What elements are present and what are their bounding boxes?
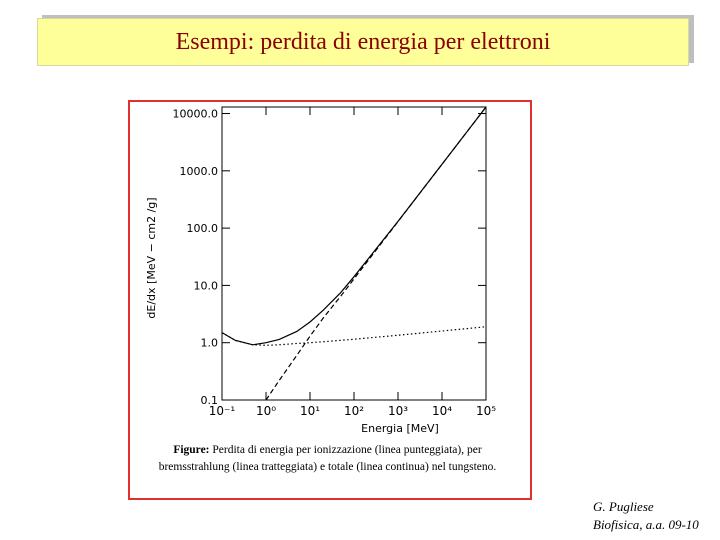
y-tick-label: 100.0 <box>187 222 219 235</box>
x-axis-label: Energia [MeV] <box>361 422 439 435</box>
x-tick-label: 10² <box>344 404 364 418</box>
y-tick-label: 0.1 <box>201 394 219 407</box>
x-tick-label: 10³ <box>388 404 408 418</box>
x-tick-label: 10¹ <box>300 404 320 418</box>
caption-text: Perdita di energia per ionizzazione (lin… <box>158 444 497 473</box>
footer-course: Biofisica, a.a. 09-10 <box>593 517 699 532</box>
x-tick-label: 10⁰ <box>256 404 276 418</box>
y-tick-label: 10000.0 <box>173 108 219 121</box>
y-axis-label: dE/dx [MeV − cm2 /g] <box>145 197 158 318</box>
x-tick-label: 10⁴ <box>432 404 452 418</box>
slide-title: Esempi: perdita di energia per elettroni <box>37 18 689 66</box>
x-tick-label: 10⁻¹ <box>209 404 236 418</box>
footer: G. Pugliese Biofisica, a.a. 09-10 <box>593 498 699 534</box>
y-tick-label: 1000.0 <box>180 165 219 178</box>
plot-box <box>221 106 487 401</box>
figure-frame <box>128 100 532 500</box>
series-line <box>265 106 487 401</box>
series-line <box>221 326 487 346</box>
x-tick-label: 10⁵ <box>476 404 496 418</box>
y-tick-label: 1.0 <box>201 337 219 350</box>
y-tick-label: 10.0 <box>194 279 219 292</box>
series-line <box>221 106 487 346</box>
footer-author: G. Pugliese <box>593 499 654 514</box>
caption: Figure: Perdita di energia per ionizzazi… <box>145 442 510 476</box>
caption-label: Figure: <box>173 444 210 456</box>
